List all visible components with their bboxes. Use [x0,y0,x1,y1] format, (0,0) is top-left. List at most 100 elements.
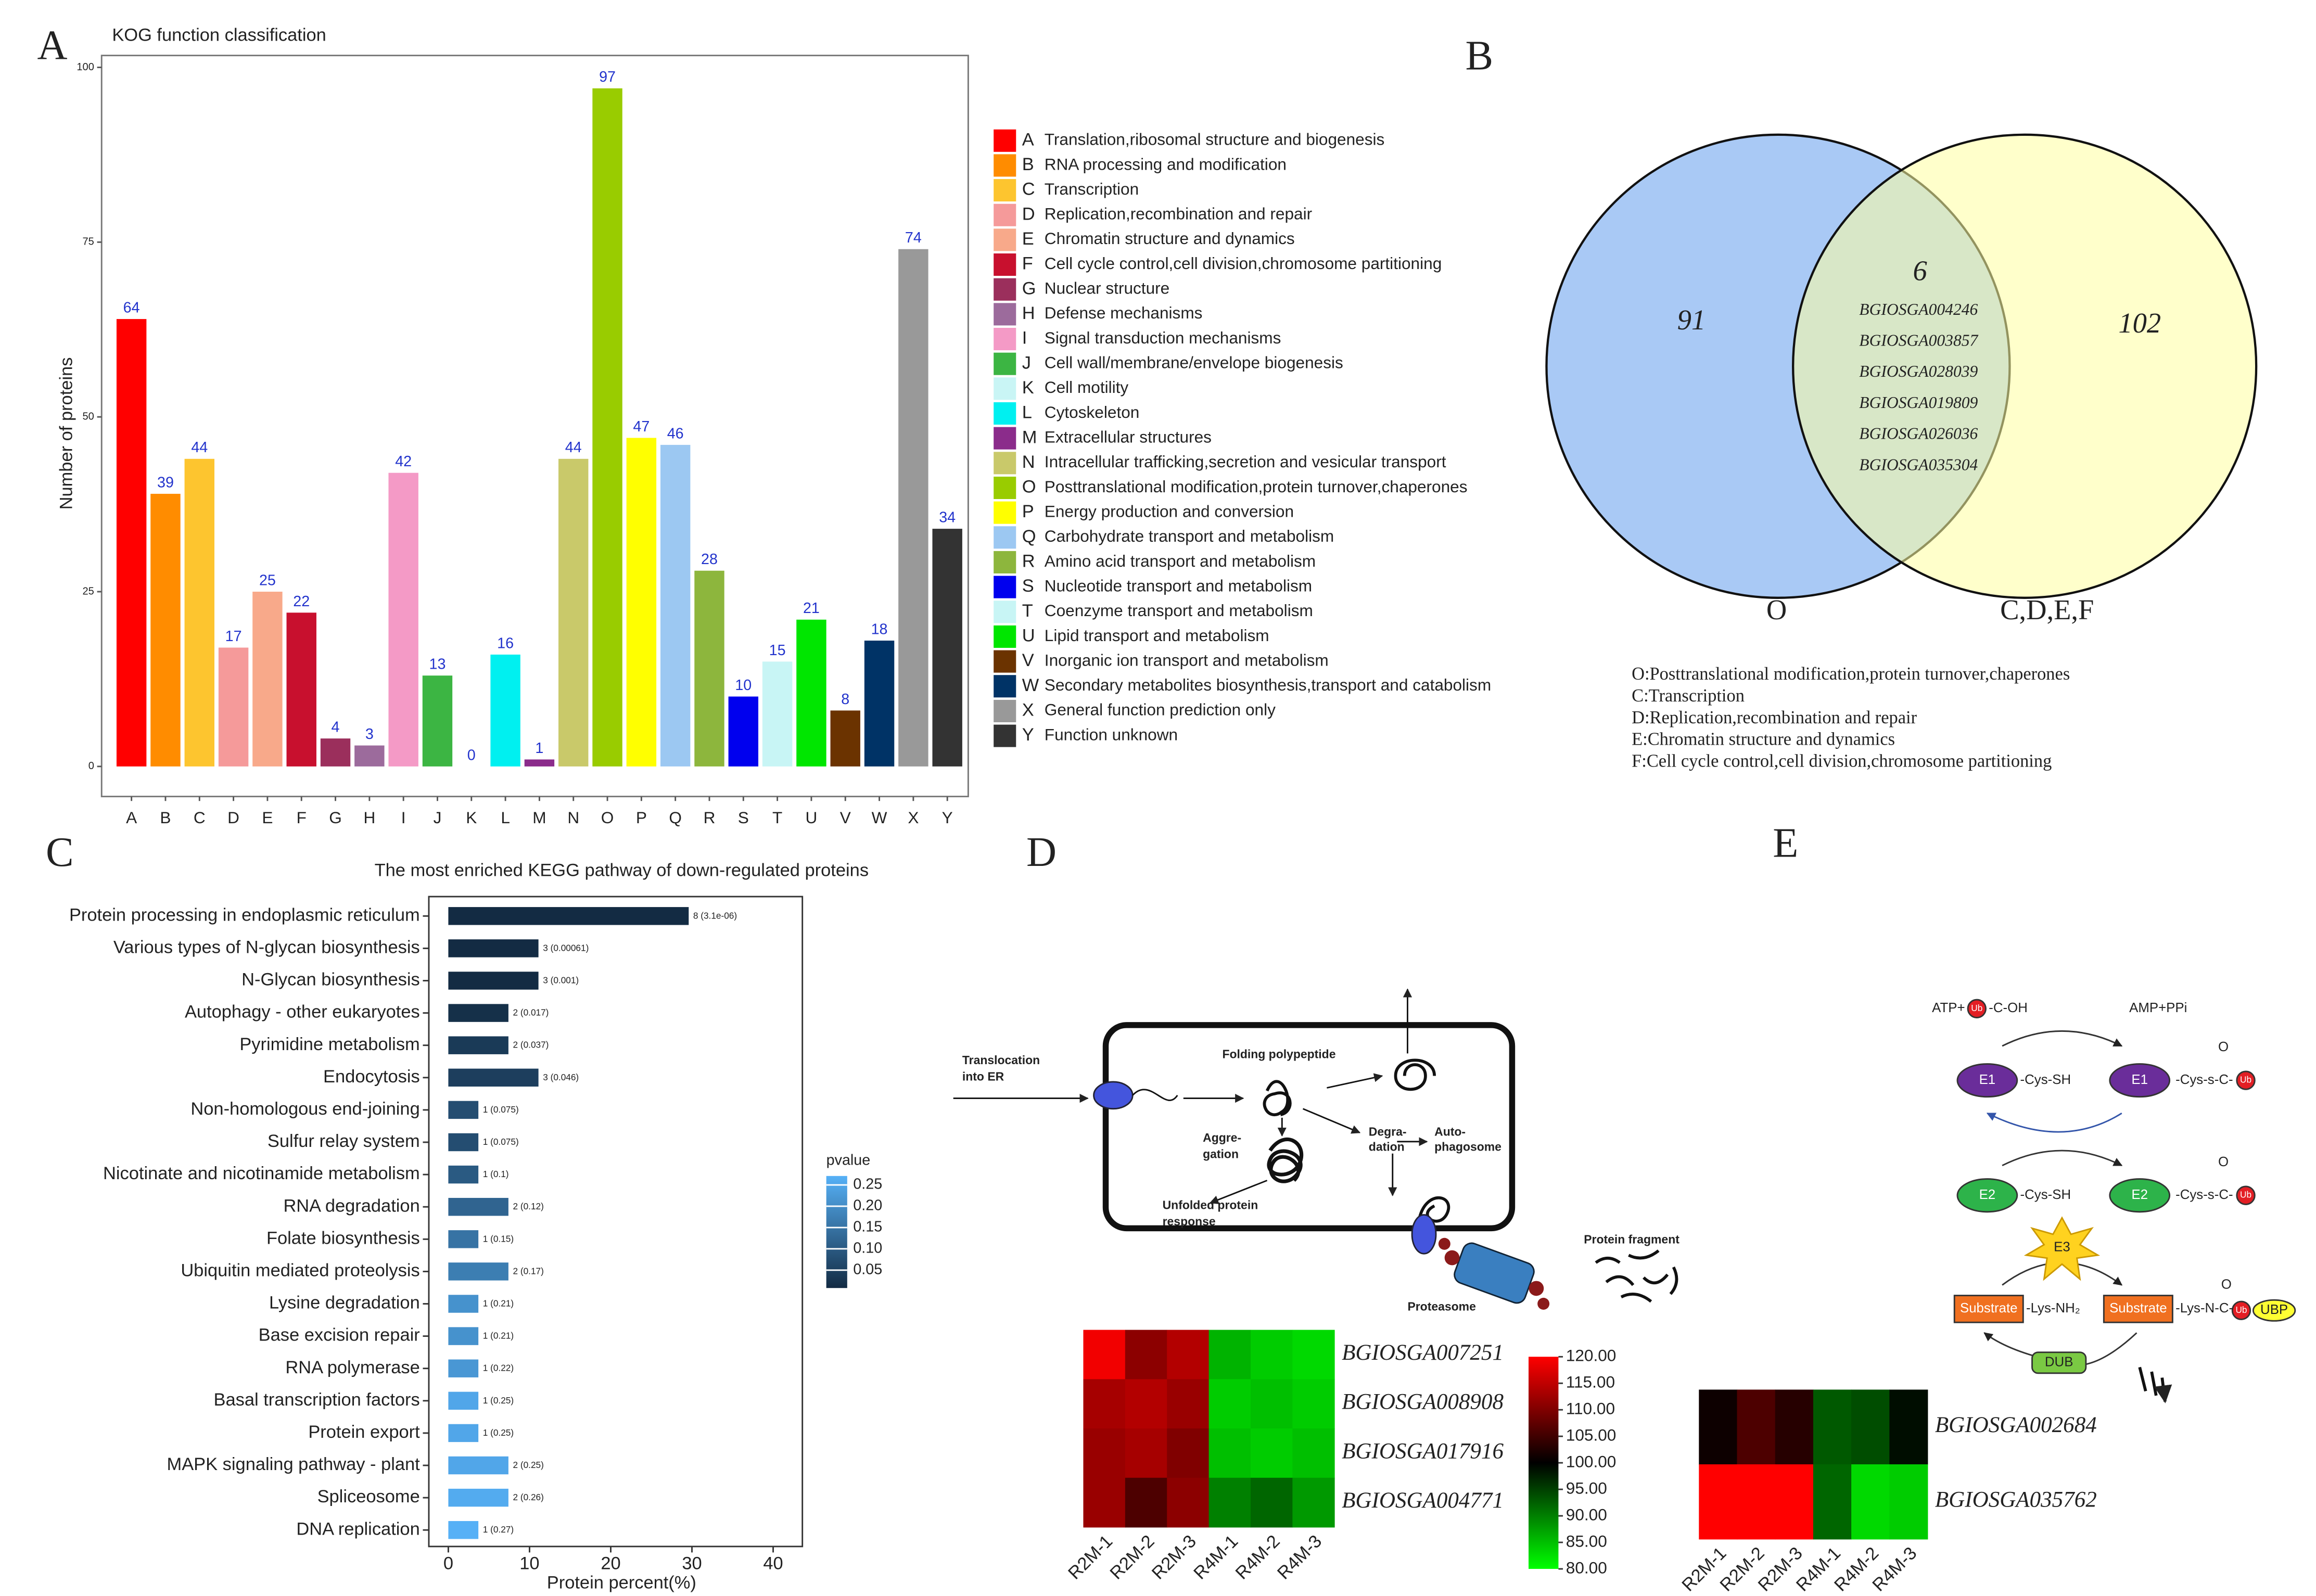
heat-cell [1208,1428,1251,1478]
venn-note: E:Chromatin structure and dynamics [1632,730,1895,749]
row-label: BGIOSGA002684 [1935,1413,2097,1437]
legend-code: Y [1022,725,1034,745]
bar [448,1521,479,1539]
legend-code: U [1022,626,1035,646]
legend-swatch [994,427,1016,450]
heat-cell [1292,1379,1335,1429]
diagram-label: ATP+ [1932,1001,1965,1015]
value-label: 18 [871,621,888,638]
column-label: R2M-3 [1148,1531,1200,1584]
y-tick-label: DNA replication [296,1519,419,1539]
legend-code: H [1022,303,1035,323]
proteasome [1438,1237,1550,1310]
y-tick-label: Spliceosome [317,1487,420,1506]
column-label: R2M-1 [1064,1531,1116,1584]
heat-cell [1125,1379,1168,1429]
set-b [1792,133,2258,599]
x-tick-label: H [363,808,375,827]
heat-cell [1813,1389,1852,1465]
arrow [1327,1073,1383,1089]
legend-swatch [994,328,1016,351]
value-label: 1 (0.1) [483,1169,509,1179]
y-tick-label: Lysine degradation [269,1293,420,1313]
colorbar-tick-label: 0.05 [853,1261,882,1278]
value-label: 3 (0.046) [543,1071,579,1082]
x-tick-label: N [567,808,579,827]
value-label: 39 [157,474,174,491]
bar [448,1197,508,1216]
row-label: BGIOSGA008908 [1342,1390,1504,1414]
count-label: 1 [483,1395,488,1405]
value-label: 3 (0.00061) [543,942,589,953]
diagram-label: Substrate [1960,1301,2018,1316]
polypeptide [1132,1089,1178,1101]
heat-cell [1208,1330,1251,1380]
e1 [1956,1063,2018,1098]
plot-frame [428,896,804,1548]
pvalue-label: (0.1) [490,1169,508,1179]
folding-chain [1263,1080,1292,1117]
row-label: BGIOSGA035762 [1935,1488,2097,1512]
x-tick-label: S [738,808,749,827]
legend-code: J [1022,353,1031,373]
legend-label: Cell cycle control,cell division,chromos… [1045,254,1442,273]
translocon [1093,1081,1134,1110]
e1 [2109,1063,2171,1098]
e2 [1956,1178,2018,1213]
legend-code: V [1022,650,1034,670]
x-tick-label: 40 [763,1553,783,1573]
diagram-label: E1 [1979,1072,1996,1087]
y-tick-label: MAPK signaling pathway - plant [167,1454,421,1474]
legend-swatch [994,129,1016,152]
legend-swatch [994,526,1016,549]
y-tick-label: Various types of N-glycan biosynthesis [113,937,420,957]
chart-title: The most enriched KEGG pathway of down-r… [375,860,869,880]
row-label: BGIOSGA017916 [1342,1439,1504,1463]
bar [252,592,283,767]
bar [932,529,962,767]
venn-text: BGIOSGA019809 [1859,393,1978,412]
diagram-label: response [1163,1215,1216,1228]
heat-cell [1813,1464,1852,1540]
diagram-label: Translocation [962,1053,1040,1067]
legend-label: Amino acid transport and metabolism [1045,552,1316,570]
legend-label: Lipid transport and metabolism [1045,626,1269,645]
count-label: 2 [513,1007,518,1017]
x-tick-label: M [532,808,546,827]
bar [448,1391,479,1410]
y-tick-label: N-Glycan biosynthesis [241,970,420,990]
panel-label: D [1026,829,1057,875]
y-tick-label: Protein export [308,1422,420,1442]
legend-label: Secondary metabolites biosynthesis,trans… [1045,675,1491,694]
bar [354,745,385,767]
y-tick-label: Non-homologous end-joining [190,1099,419,1119]
arrow [1302,1108,1361,1134]
bar [592,88,622,767]
legend-label: RNA processing and modification [1045,155,1287,173]
pvalue-label: (0.22) [490,1362,514,1373]
legend-label: Function unknown [1045,725,1178,744]
diagram-label: O [2218,1040,2229,1054]
bar [448,1230,479,1248]
colorbar-tick-label: 0.15 [853,1218,882,1235]
y-tick-label: 25 [83,585,94,597]
value-label: 47 [633,418,650,435]
heat-cell [1083,1477,1126,1528]
value-label: 16 [497,635,514,652]
folded-protein [1394,1058,1436,1091]
legend-code: D [1022,204,1035,224]
legend-swatch [994,675,1016,698]
colorbar-tick-label: 80.00 [1566,1558,1607,1577]
bar [626,438,657,767]
bar [116,319,147,767]
y-tick-label: Basal transcription factors [214,1390,420,1410]
colorbar-tick-label: 95.00 [1566,1478,1607,1497]
legend-code: A [1022,130,1034,149]
x-tick-label: W [872,808,887,827]
diagram-label: -Cys-SH [2020,1188,2071,1202]
heat-cell [1167,1379,1210,1429]
legend-code: R [1022,552,1035,571]
x-tick-label: 20 [601,1553,620,1573]
pvalue-label: (0.25) [520,1460,544,1470]
